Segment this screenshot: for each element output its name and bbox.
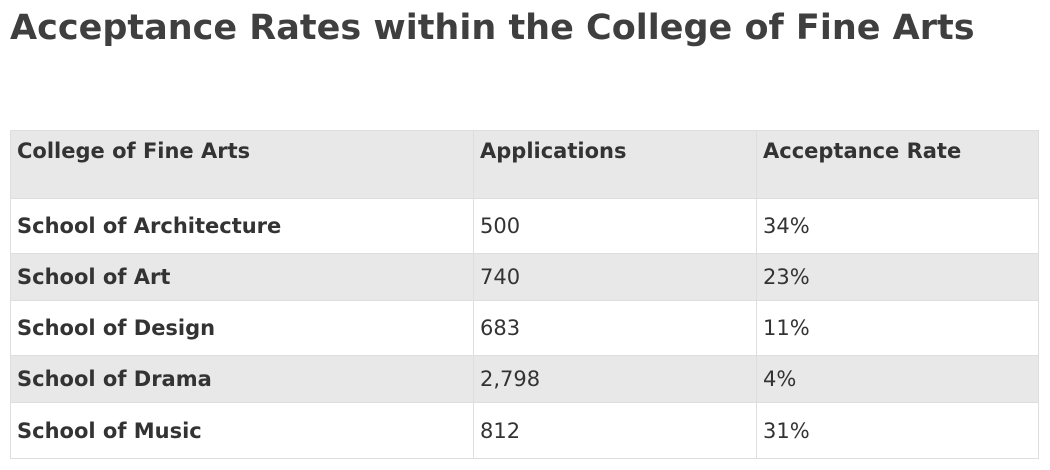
applications-cell: 2,798 [473,355,757,403]
table-row: School of Drama 2,798 4% [10,355,1039,403]
school-name-cell: School of Art [10,253,474,301]
school-name-cell: School of Music [10,402,474,459]
column-header-acceptance-rate: Acceptance Rate [756,130,1039,199]
applications-cell: 812 [473,402,757,459]
column-header-college: College of Fine Arts [10,130,474,199]
acceptance-rate-cell: 23% [756,253,1039,301]
table-row: School of Art 740 23% [10,253,1039,301]
table-row: School of Music 812 31% [10,402,1039,459]
column-header-applications: Applications [473,130,757,199]
table-row: School of Architecture 500 34% [10,198,1039,254]
table-header-row: College of Fine Arts Applications Accept… [10,130,1039,199]
acceptance-rate-cell: 11% [756,300,1039,356]
school-name-cell: School of Design [10,300,474,356]
acceptance-rate-cell: 4% [756,355,1039,403]
applications-cell: 500 [473,198,757,254]
acceptance-rates-table: College of Fine Arts Applications Accept… [10,130,1039,459]
applications-cell: 740 [473,253,757,301]
page-title: Acceptance Rates within the College of F… [10,8,975,48]
acceptance-rate-cell: 34% [756,198,1039,254]
table-row: School of Design 683 11% [10,300,1039,356]
school-name-cell: School of Architecture [10,198,474,254]
acceptance-rate-cell: 31% [756,402,1039,459]
school-name-cell: School of Drama [10,355,474,403]
applications-cell: 683 [473,300,757,356]
